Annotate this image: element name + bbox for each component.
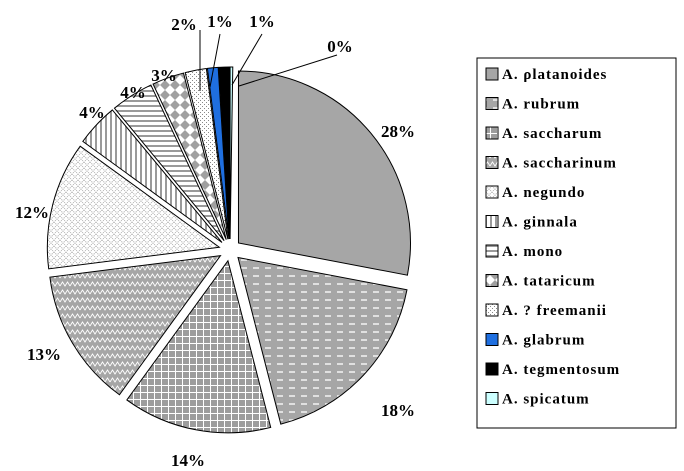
percent-label-a-latanoides: 28% [381,122,415,141]
percent-label-a-tataricum: 3% [151,66,177,85]
legend-label-a-negundo: A. negundo [502,185,585,201]
leader-line-a-glabrum [209,33,221,88]
legend-label-a-mono: A. mono [502,244,563,260]
legend-box [476,57,677,429]
legend-label-a-rubrum: A. rubrum [502,97,580,113]
pie-slice-a-saccharinum [49,254,222,396]
legend-swatch-a-glabrum [485,333,499,346]
legend-swatch-a-freemanii [485,303,499,317]
legend-label-a-glabrum: A. glabrum [502,333,585,349]
legend-label-a-spicatum: A. spicatum [502,392,590,408]
legend-label-a-saccharum: A. saccharum [502,126,602,142]
legend: A. ρlatanoides A. rubrum A. saccharum A. sa… [476,57,677,429]
leader-lines [199,30,338,91]
legend-swatch-a-rubrum [485,97,499,110]
legend-swatch-a-mono [485,244,499,258]
legend-swatch-a-negundo [485,185,499,199]
pie-slice-a-freemanii [184,67,229,240]
pie-slice-a-spicatum [229,66,234,240]
leader-line-a-spicatum [238,54,338,87]
legend-swatch-a-saccharum [485,126,499,140]
pie-slice-a-tataricum [152,72,227,240]
pie-slice-a-mono [113,84,225,242]
percent-label-a-freemanii: 2% [171,15,197,34]
legend-swatch-a-spicatum [485,392,499,405]
percent-label-a-saccharum: 14% [171,451,205,470]
legend-label-a-tegmentosum: A. tegmentosum [502,362,620,378]
percent-label-a-saccharinum: 13% [27,345,61,364]
leader-line-a-tegmentosum [231,33,263,86]
legend-label-a-ginnala: A. ginnala [502,215,578,231]
percent-label-a-tegmentosum: 1% [249,12,275,31]
pie-slice-a-latanoides [237,70,411,276]
legend-label-a-latanoides: A. ρlatanoides [502,67,607,83]
legend-swatch-a-tegmentosum [485,362,499,376]
pie-slice-a-saccharum [126,259,272,434]
legend-swatch-a-latanoides [485,67,499,81]
legend-swatch-a-saccharinum [485,156,499,169]
legend-label-a-freemanii: A. ? freemanii [502,303,607,319]
pie-slice-a-glabrum [206,66,230,240]
pie-slices [46,66,411,434]
legend-swatch-a-tataricum [485,274,499,287]
legend-label-a-saccharinum: A. saccharinum [502,156,617,172]
percent-label-a-rubrum: 18% [381,401,415,420]
percent-labels: 28% 18% 14% 13% 12% 4% 4% 3% 2% 1% 1% 0% [15,12,415,470]
pie-slice-a-ginnala [82,109,223,243]
percent-label-a-mono: 4% [120,83,146,102]
legend-label-a-tataricum: A. tataricum [502,274,596,290]
percent-label-a-spicatum: 0% [327,37,353,56]
legend-swatch-a-ginnala [485,215,499,228]
percent-label-a-negundo: 12% [15,203,49,222]
pie-slice-a-negundo [46,145,221,270]
pie-slice-a-rubrum [237,256,408,425]
percent-label-a-ginnala: 4% [79,103,105,122]
percent-label-a-glabrum: 1% [207,12,233,31]
